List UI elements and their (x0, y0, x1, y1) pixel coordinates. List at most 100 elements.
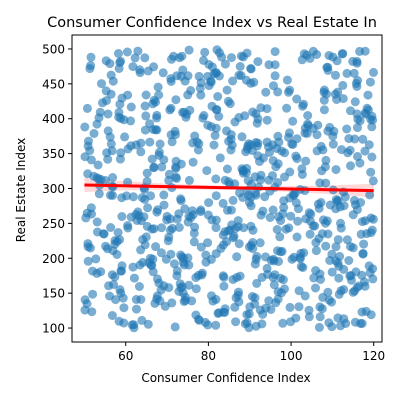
scatter-point (368, 274, 378, 284)
scatter-point (94, 189, 104, 199)
scatter-point (211, 105, 221, 115)
scatter-point (255, 157, 264, 166)
x-tick-label: 60 (118, 349, 133, 363)
scatter-point (360, 146, 370, 156)
scatter-point (200, 47, 210, 57)
scatter-point (302, 128, 312, 138)
scatter-point (119, 318, 129, 328)
scatter-point (251, 190, 261, 200)
scatter-point (159, 190, 169, 200)
scatter-point (164, 283, 174, 293)
scatter-point (323, 62, 333, 72)
scatter-point (367, 152, 377, 162)
scatter-point (152, 274, 162, 284)
scatter-point (327, 249, 337, 259)
scatter-point (280, 148, 290, 158)
scatter-point (122, 47, 132, 57)
scatter-point (288, 116, 298, 126)
scatter-point (136, 245, 146, 255)
scatter-point (116, 148, 126, 158)
scatter-point (119, 303, 129, 313)
scatter-point (356, 229, 366, 239)
scatter-point (270, 47, 280, 57)
scatter-point (146, 191, 156, 201)
scatter-point (231, 293, 241, 303)
scatter-point (189, 237, 199, 247)
scatter-point (321, 155, 331, 165)
scatter-point (81, 213, 91, 223)
scatter-point (88, 289, 98, 299)
scatter-point (209, 140, 219, 150)
scatter-point (204, 81, 214, 91)
scatter-point (214, 112, 224, 121)
scatter-point (338, 94, 348, 104)
scatter-point (321, 241, 331, 251)
scatter-point (128, 192, 138, 202)
scatter-point (204, 60, 214, 69)
scatter-point (103, 154, 113, 164)
scatter-point (252, 278, 262, 288)
scatter-point (184, 211, 194, 221)
scatter-point (360, 108, 370, 118)
scatter-point (348, 210, 358, 220)
plot-area (71, 34, 383, 343)
scatter-point (118, 293, 128, 303)
scatter-point (220, 59, 230, 69)
scatter-point (226, 130, 236, 140)
scatter-point (107, 270, 117, 280)
scatter-point (156, 248, 166, 258)
scatter-point (358, 134, 368, 144)
scatter-point (117, 261, 127, 271)
scatter-point (96, 267, 106, 277)
scatter-point (147, 224, 157, 234)
scatter-point (169, 51, 178, 61)
scatter-point (106, 223, 116, 232)
scatter-point (336, 321, 345, 331)
scatter-point (152, 125, 162, 135)
scatter-point (316, 141, 326, 151)
scatter-point (262, 104, 272, 114)
scatter-point (219, 307, 228, 317)
scatter-point (344, 134, 354, 144)
scatter-point (196, 90, 206, 100)
scatter-point (242, 48, 252, 58)
scatter-point (211, 320, 221, 330)
scatter-point (269, 256, 279, 266)
scatter-point (292, 154, 302, 164)
scatter-point (107, 311, 117, 320)
scatter-point (98, 98, 107, 108)
scatter-point (302, 50, 312, 60)
scatter-point (145, 137, 155, 147)
scatter-point (315, 312, 325, 322)
scatter-point (87, 307, 97, 317)
scatter-point (140, 125, 150, 135)
scatter-point (271, 162, 281, 172)
scatter-point (126, 212, 136, 222)
scatter-point (86, 52, 96, 62)
scatter-point (184, 45, 194, 55)
scatter-point (227, 53, 236, 63)
scatter-point (339, 264, 349, 274)
scatter-point (329, 126, 339, 136)
scatter-point (244, 139, 254, 149)
scatter-point (323, 229, 333, 239)
scatter-point (305, 229, 315, 239)
scatter-point (211, 123, 221, 133)
y-axis: 100 150 200 250 300 350 400 450 500 (42, 42, 72, 336)
y-tick-label: 200 (42, 252, 65, 266)
scatter-point (145, 119, 155, 129)
scatter-point (123, 223, 133, 233)
scatter-point (165, 214, 175, 224)
scatter-point (136, 138, 146, 148)
scatter-point (174, 223, 184, 232)
scatter-point (282, 75, 292, 85)
scatter-point (325, 200, 335, 210)
scatter-point (157, 223, 166, 233)
scatter-point (83, 256, 93, 266)
scatter-point (237, 164, 247, 174)
y-tick-label: 500 (42, 42, 65, 56)
scatter-point (342, 124, 352, 134)
scatter-point (284, 223, 294, 233)
scatter-point (155, 296, 165, 306)
scatter-point (315, 302, 325, 312)
